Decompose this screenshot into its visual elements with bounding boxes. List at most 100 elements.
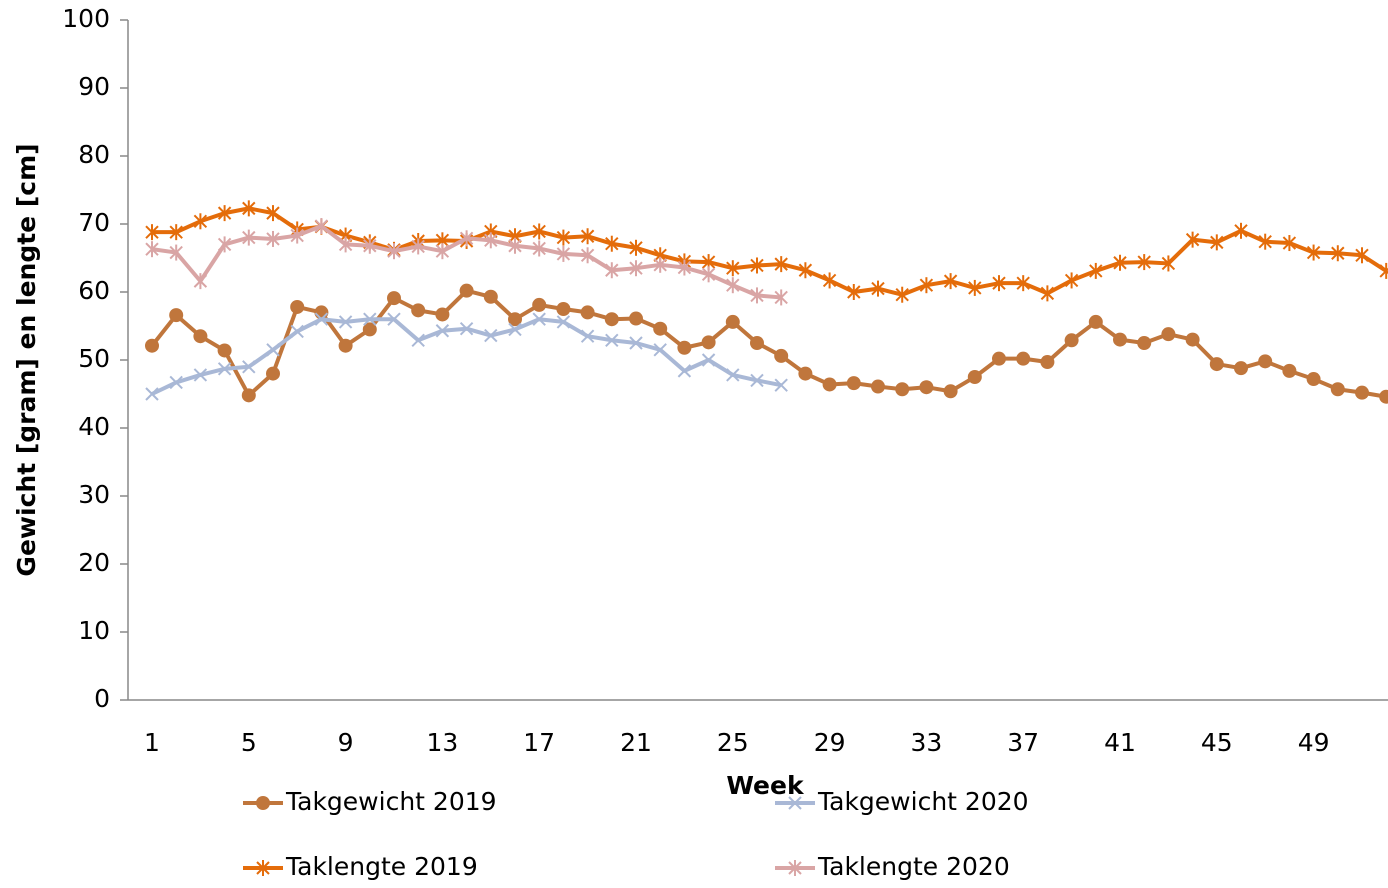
marker bbox=[968, 279, 982, 296]
y-tick-label: 100 bbox=[62, 4, 110, 33]
marker bbox=[1234, 222, 1248, 239]
marker bbox=[556, 315, 571, 329]
marker-dot bbox=[604, 312, 619, 327]
marker bbox=[556, 245, 571, 262]
marker-dot bbox=[256, 796, 270, 810]
marker bbox=[822, 272, 837, 289]
marker-dot bbox=[798, 366, 813, 381]
marker bbox=[435, 243, 450, 260]
marker bbox=[774, 348, 789, 363]
marker bbox=[459, 322, 474, 336]
marker bbox=[1234, 361, 1248, 376]
marker bbox=[871, 379, 885, 394]
marker bbox=[145, 338, 159, 353]
marker bbox=[508, 237, 522, 254]
marker bbox=[556, 302, 571, 316]
y-tick-label: 10 bbox=[78, 616, 110, 645]
marker bbox=[242, 360, 256, 374]
y-tick-label: 50 bbox=[78, 344, 110, 373]
marker bbox=[193, 213, 208, 230]
marker bbox=[145, 224, 159, 241]
marker bbox=[774, 256, 788, 273]
marker bbox=[1306, 244, 1321, 261]
marker bbox=[726, 260, 740, 277]
marker-dot bbox=[992, 351, 1006, 366]
marker bbox=[629, 239, 643, 256]
x-tick-label: 17 bbox=[523, 728, 555, 757]
marker bbox=[943, 273, 958, 290]
marker bbox=[725, 314, 740, 329]
marker-stroke bbox=[788, 796, 802, 810]
marker bbox=[556, 229, 571, 246]
marker bbox=[266, 205, 280, 222]
marker-dot bbox=[362, 322, 377, 337]
marker bbox=[483, 289, 498, 304]
marker bbox=[847, 284, 861, 300]
marker bbox=[967, 370, 982, 384]
marker-dot bbox=[1234, 361, 1248, 376]
marker bbox=[484, 328, 498, 343]
marker-dot bbox=[387, 291, 401, 306]
marker bbox=[362, 322, 377, 337]
marker bbox=[788, 860, 802, 876]
marker-dot bbox=[241, 388, 256, 403]
marker bbox=[387, 312, 401, 326]
marker-stroke bbox=[726, 368, 740, 382]
x-tick-label: 49 bbox=[1298, 728, 1330, 757]
marker bbox=[788, 796, 802, 810]
marker bbox=[605, 333, 619, 347]
x-tick-label: 45 bbox=[1201, 728, 1233, 757]
x-tick-label: 9 bbox=[338, 728, 354, 757]
marker-dot bbox=[1355, 385, 1369, 400]
marker-dot bbox=[895, 382, 910, 397]
marker-dot bbox=[169, 308, 184, 323]
marker bbox=[1064, 272, 1079, 289]
marker bbox=[1137, 254, 1151, 271]
marker bbox=[701, 266, 716, 283]
marker bbox=[169, 375, 183, 390]
marker bbox=[750, 257, 764, 274]
marker-dot bbox=[677, 340, 692, 355]
marker-stroke bbox=[605, 333, 619, 347]
marker bbox=[701, 353, 716, 367]
marker bbox=[169, 308, 184, 323]
marker-stroke bbox=[435, 324, 450, 338]
marker bbox=[387, 291, 401, 306]
marker bbox=[256, 796, 270, 810]
marker bbox=[193, 368, 208, 382]
y-tick-label: 70 bbox=[78, 208, 110, 237]
marker bbox=[169, 244, 183, 261]
marker bbox=[798, 262, 813, 279]
x-axis-title: Week bbox=[726, 771, 805, 800]
marker bbox=[919, 277, 934, 294]
marker bbox=[1113, 254, 1127, 271]
marker-stroke bbox=[750, 373, 764, 388]
marker-dot bbox=[145, 338, 159, 353]
marker bbox=[871, 280, 885, 297]
marker bbox=[1330, 382, 1345, 397]
x-tick-label: 29 bbox=[814, 728, 846, 757]
marker bbox=[411, 333, 425, 347]
marker bbox=[459, 283, 474, 298]
marker-stroke bbox=[193, 368, 208, 382]
x-tick-label: 1 bbox=[144, 728, 160, 757]
marker-stroke bbox=[217, 362, 232, 376]
marker bbox=[774, 378, 788, 392]
y-tick-label: 90 bbox=[78, 72, 110, 101]
legend-label: Takgewicht 2020 bbox=[817, 787, 1029, 816]
marker-stroke bbox=[532, 312, 546, 326]
x-tick-label: 33 bbox=[910, 728, 942, 757]
marker-dot bbox=[508, 312, 522, 327]
marker bbox=[411, 303, 426, 318]
marker bbox=[653, 321, 668, 336]
marker-stroke bbox=[290, 324, 304, 339]
marker-dot bbox=[750, 336, 764, 350]
legend-label: Taklengte 2020 bbox=[817, 852, 1010, 881]
marker bbox=[1355, 247, 1369, 264]
marker-dot bbox=[1064, 333, 1079, 348]
marker bbox=[169, 224, 183, 241]
marker bbox=[193, 329, 208, 344]
marker bbox=[992, 351, 1006, 366]
marker-dot bbox=[725, 314, 740, 329]
marker bbox=[363, 312, 377, 326]
